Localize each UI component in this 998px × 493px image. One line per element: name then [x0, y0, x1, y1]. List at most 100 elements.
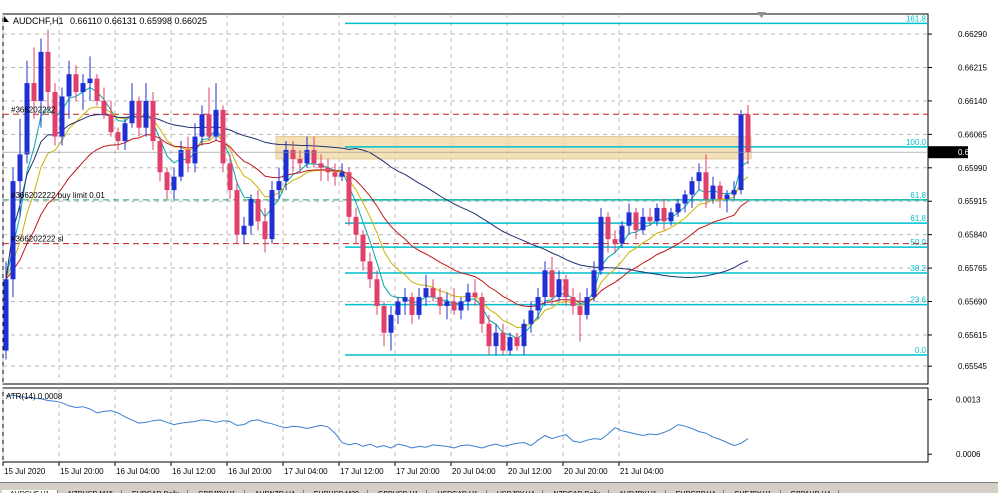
candle	[360, 230, 366, 271]
candle	[332, 163, 338, 186]
candle-body	[367, 261, 373, 280]
candle-body	[381, 305, 387, 333]
candle-body	[479, 297, 485, 324]
candle-body	[570, 297, 576, 306]
candle-body	[283, 149, 289, 182]
candle-body	[87, 78, 93, 84]
candle-body	[346, 172, 352, 217]
candle-body	[696, 172, 702, 182]
candle	[500, 323, 506, 356]
candle	[73, 65, 79, 101]
candle-body	[514, 337, 520, 347]
candle	[17, 118, 23, 217]
order-label-stop-loss: #366202222 sl	[11, 235, 64, 244]
candle-body	[213, 109, 219, 137]
candle	[661, 199, 667, 231]
candle-body	[234, 190, 240, 235]
candle	[514, 332, 520, 351]
chart-tabs: AUDCHF,H1NZDUSD,M15EURCAD,DailyGBPJPY,H1…	[0, 482, 998, 493]
candle-body	[430, 288, 436, 298]
atr-label: ATR(14) 0.0008	[6, 392, 63, 401]
ohlc-values: 0.66110 0.66131 0.65998 0.66025	[70, 16, 207, 26]
candle-body	[633, 212, 639, 231]
atr-frame	[2, 387, 929, 463]
candle	[395, 297, 401, 324]
candle-body	[101, 100, 107, 115]
candle	[157, 136, 163, 182]
candle-body	[423, 288, 429, 298]
candle-body	[745, 114, 751, 153]
candle-body	[17, 154, 23, 182]
candle-body	[395, 301, 401, 315]
grid	[2, 13, 929, 463]
chart-header: AUDCHF,H1 0.66110 0.66131 0.65998 0.6602…	[4, 12, 766, 26]
order-label-buy-limit: #366202222 buy limit 0.01	[11, 191, 105, 200]
candle-body	[157, 141, 163, 173]
candle	[255, 190, 261, 231]
candles	[3, 29, 751, 360]
candle-body	[640, 216, 646, 231]
candle	[605, 212, 611, 253]
candle	[374, 270, 380, 315]
candle-body	[108, 114, 114, 133]
candle	[745, 104, 751, 165]
fibonacci-levels: 161.8 100.0 61.8 61.8 50.0 38.2 23.6 0.0	[345, 14, 928, 356]
candle-body	[493, 332, 499, 347]
candle-body	[353, 216, 359, 235]
candle-body	[689, 181, 695, 195]
candle-body	[192, 136, 198, 164]
price-tick-label: 0.65990	[958, 164, 987, 173]
candle	[339, 163, 345, 182]
candle-body	[220, 109, 226, 164]
symbol-title: AUDCHF,H1	[13, 16, 64, 26]
candle	[388, 305, 394, 351]
candle	[654, 203, 660, 226]
supply-zone-rect	[275, 136, 752, 160]
candle	[31, 47, 37, 119]
candle-body	[598, 216, 604, 271]
candle-body	[304, 149, 310, 164]
candle-body	[164, 172, 170, 191]
candle	[171, 167, 177, 199]
candle	[129, 83, 135, 128]
candle	[199, 105, 205, 146]
candle-body	[703, 172, 709, 199]
candle	[353, 207, 359, 244]
candle-body	[185, 149, 191, 164]
candle	[549, 256, 555, 306]
time-tick-label: 17 Jul 20:00	[396, 467, 440, 476]
candle-body	[675, 203, 681, 213]
candle-body	[10, 181, 16, 280]
svg-text:AUDCHF,H1 0.66110 0.6613: AUDCHF,H1 0.66110 0.66131 0.65998 0.6602…	[13, 16, 207, 26]
candle-body	[318, 163, 324, 168]
candle	[402, 288, 408, 315]
candle-body	[24, 83, 30, 155]
candle	[633, 207, 639, 240]
candle	[521, 319, 527, 356]
time-tick-label: 16 Jul 04:00	[116, 467, 160, 476]
candle-body	[717, 185, 723, 199]
candle-body	[458, 301, 464, 311]
candle	[122, 118, 128, 150]
atr-line	[5, 394, 749, 449]
candle-body	[500, 332, 506, 351]
candle	[668, 207, 674, 226]
candle	[178, 141, 184, 182]
candle-body	[3, 279, 9, 351]
candle-body	[262, 221, 268, 240]
candle-body	[465, 292, 471, 302]
candle-body	[556, 279, 562, 298]
candle	[437, 288, 443, 315]
candle	[318, 154, 324, 182]
fib-level-label: 38.2	[910, 264, 926, 273]
candle-body	[115, 132, 121, 142]
candle-body	[549, 270, 555, 298]
candle-body	[563, 279, 569, 298]
price-tick-label: 0.65915	[958, 197, 987, 206]
candle-body	[136, 100, 142, 128]
chart-shift-icon[interactable]	[757, 12, 766, 18]
candle-body	[199, 114, 205, 137]
candle	[24, 60, 30, 164]
atr-tick-label: 0.0013	[956, 396, 981, 405]
